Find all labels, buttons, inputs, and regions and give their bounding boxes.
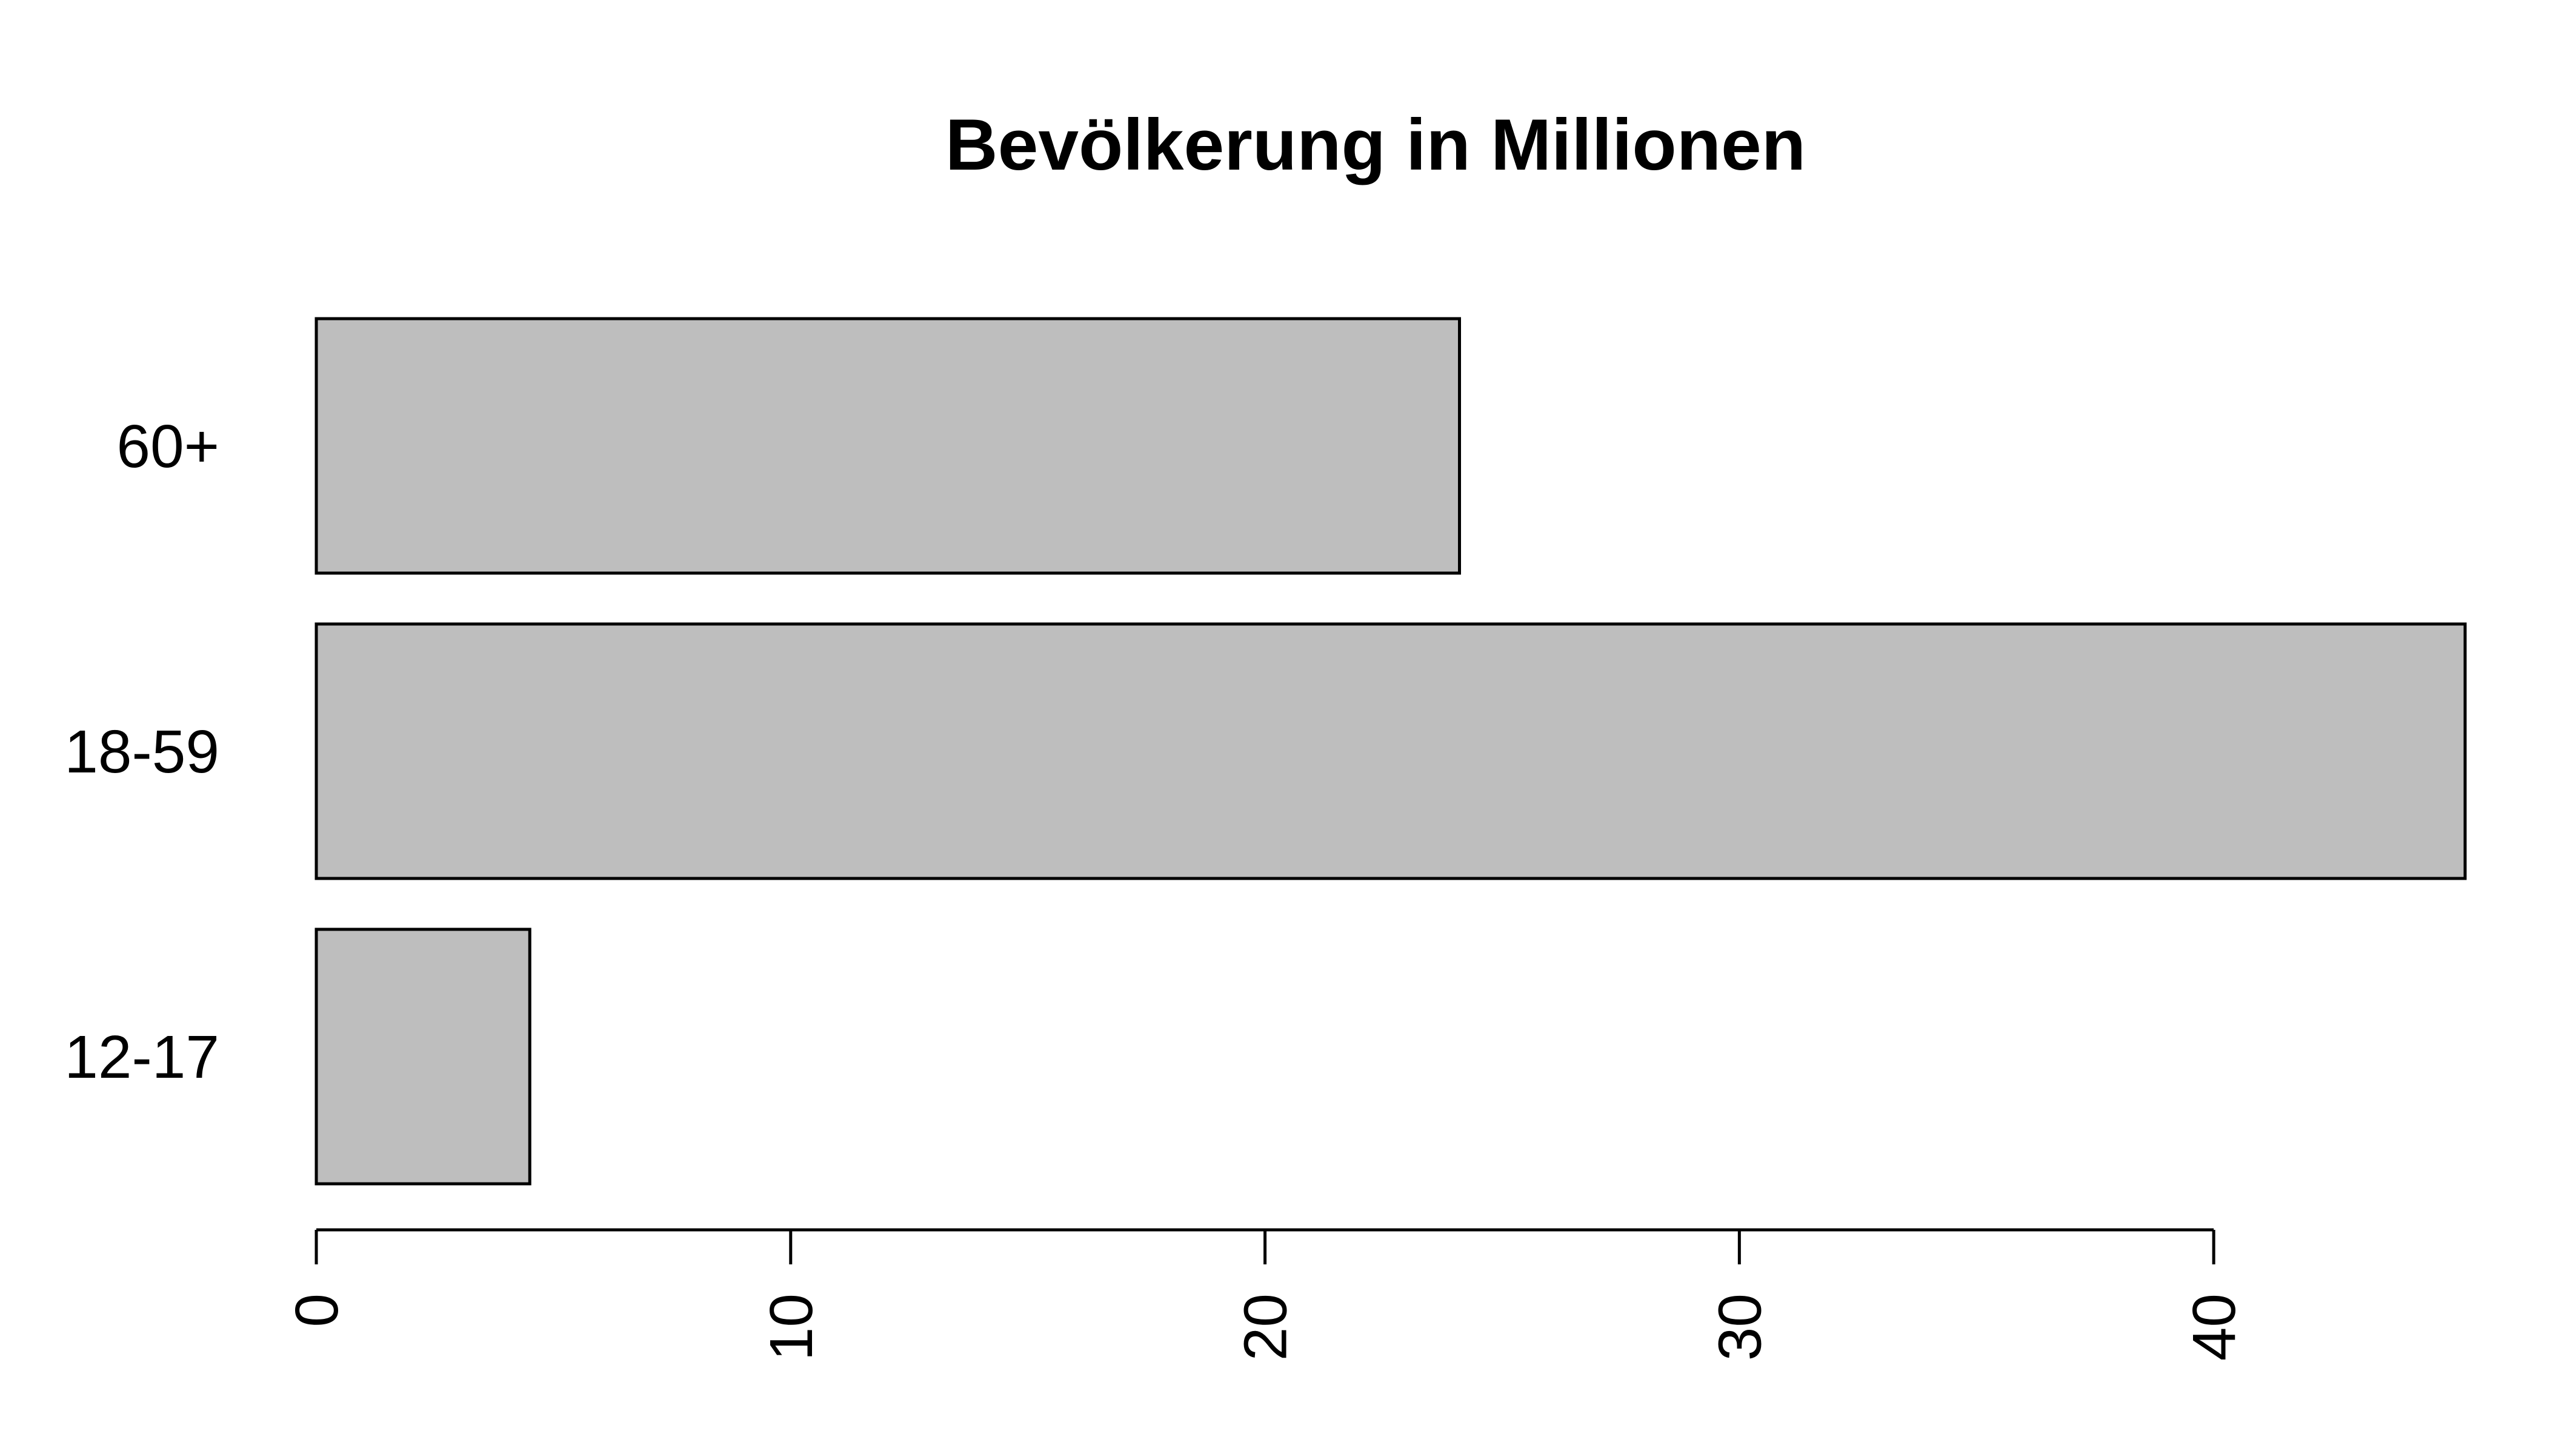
bars-layer (315, 317, 2467, 1186)
x-tick-label-10: 10 (757, 1293, 825, 1361)
chart-title: Bevölkerung in Millionen (945, 104, 1806, 185)
bar-18-59 (315, 622, 2467, 880)
category-label-18-59: 18-59 (64, 718, 219, 786)
x-tick-label-40: 40 (2180, 1293, 2248, 1361)
bar-12-17 (315, 928, 531, 1186)
category-label-60+: 60+ (116, 413, 219, 480)
category-labels: 12-17 18-59 60+ (64, 413, 219, 1091)
x-axis: 0 10 20 30 40 (283, 1228, 2248, 1361)
bar-60+ (315, 317, 1462, 575)
x-tick-label-0: 0 (283, 1293, 351, 1327)
x-tick-label-20: 20 (1232, 1293, 1300, 1361)
category-label-12-17: 12-17 (64, 1023, 219, 1091)
x-tick-label-30: 30 (1706, 1293, 1774, 1361)
